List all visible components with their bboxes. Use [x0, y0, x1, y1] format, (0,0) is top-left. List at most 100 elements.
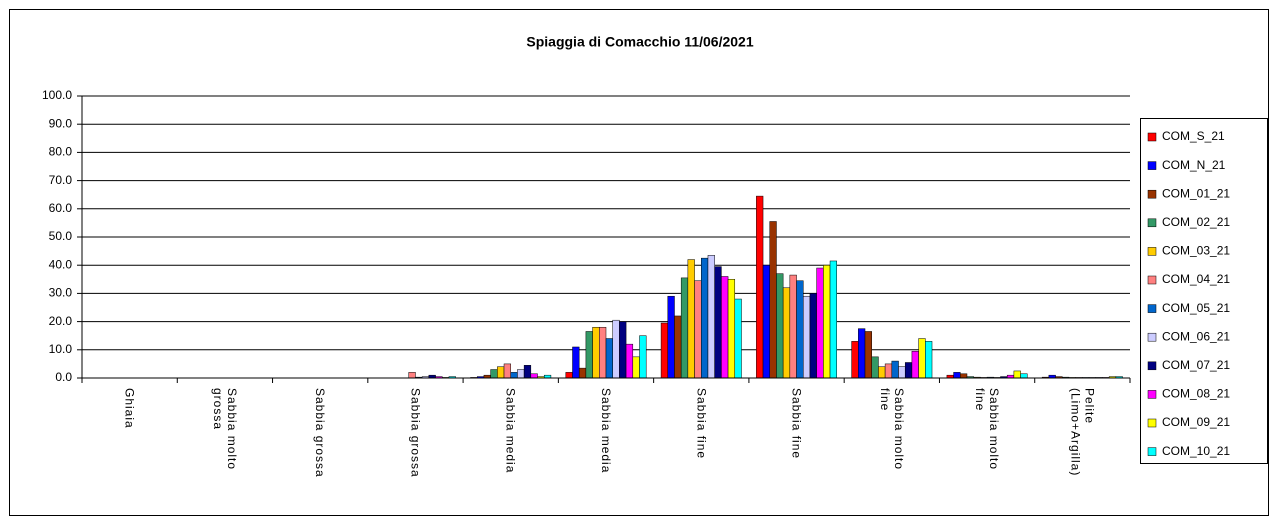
bar — [809, 293, 817, 379]
bar — [612, 319, 620, 379]
bar — [687, 259, 695, 379]
bar — [490, 369, 498, 379]
bar — [572, 346, 580, 379]
bar — [782, 287, 791, 379]
legend-swatch — [1147, 275, 1157, 285]
legend-swatch — [1147, 390, 1157, 399]
chart-title: Spiaggia di Comacchio 11/06/2021 — [526, 34, 753, 50]
y-tick-label: 80.0 — [49, 145, 73, 159]
y-tick-label: 100.0 — [42, 88, 72, 102]
bar — [625, 343, 634, 379]
x-tick-label: Sabbia molto fine — [877, 388, 906, 471]
x-tick-label: Sabbia grossa — [313, 388, 328, 478]
x-tick-label: Pelite (Limo+Argilla) — [1068, 388, 1097, 477]
bar — [884, 363, 893, 379]
y-tick-label: 90.0 — [49, 116, 73, 130]
legend-swatch — [1147, 361, 1157, 371]
bar — [497, 366, 505, 379]
bar — [864, 331, 872, 379]
bar — [802, 295, 811, 379]
x-tick-label: Sabbia fine — [694, 388, 709, 460]
y-tick-label: 10.0 — [49, 342, 73, 356]
bar — [891, 360, 899, 379]
bar — [1020, 373, 1028, 379]
bar — [925, 341, 933, 379]
bar — [898, 366, 906, 379]
x-tick-label: Sabbia media — [599, 388, 613, 474]
bar — [680, 277, 689, 379]
bar — [823, 264, 831, 379]
bar — [639, 335, 647, 379]
bar — [727, 279, 736, 379]
legend-swatch — [1147, 218, 1157, 228]
bar — [756, 195, 764, 379]
legend-swatch — [1147, 332, 1157, 342]
x-tick-label: Sabbia molto grossa — [210, 388, 239, 471]
bar — [517, 369, 525, 379]
legend-swatch — [1147, 247, 1157, 256]
legend-label: COM_05_21 — [1162, 301, 1230, 315]
legend-swatch — [1147, 418, 1157, 428]
bar — [530, 373, 538, 379]
y-tick-label: 40.0 — [49, 257, 73, 271]
bar — [578, 367, 587, 379]
y-tick-label: 70.0 — [49, 173, 73, 187]
x-tick-label: Ghiaia — [122, 388, 137, 429]
bar — [592, 326, 600, 379]
bar — [565, 372, 573, 379]
legend-box — [1140, 118, 1268, 464]
chart-border — [9, 9, 1269, 516]
x-tick-label: Sabbia fine — [789, 388, 804, 460]
bar — [510, 372, 518, 379]
legend-swatch — [1147, 189, 1157, 199]
legend-label: COM_10_21 — [1162, 444, 1230, 458]
bar — [851, 341, 859, 379]
bar — [701, 257, 709, 379]
bar — [734, 298, 742, 379]
legend-label: COM_02_21 — [1162, 215, 1230, 229]
legend-label: COM_09_21 — [1162, 415, 1230, 429]
bar — [878, 366, 886, 379]
bar — [667, 295, 675, 379]
bar — [960, 373, 968, 379]
bar — [769, 221, 777, 379]
bar — [796, 280, 804, 379]
x-tick-label: Sabbia media — [503, 388, 518, 474]
bar — [619, 321, 627, 379]
legend-swatch — [1147, 304, 1157, 313]
legend-label: COM_01_21 — [1162, 186, 1230, 200]
bar — [660, 322, 669, 379]
y-tick-label: 50.0 — [49, 229, 73, 243]
y-tick-label: 0.0 — [55, 370, 72, 384]
y-tick-label: 20.0 — [49, 314, 73, 328]
x-tick-label: Sabbia grossa — [408, 388, 423, 478]
bar — [674, 315, 682, 379]
bar — [632, 356, 640, 379]
bar — [816, 267, 824, 379]
legend-label: COM_04_21 — [1162, 272, 1230, 286]
bar — [762, 264, 770, 379]
bar — [707, 255, 715, 379]
bar — [721, 276, 729, 379]
legend-swatch — [1147, 132, 1157, 142]
x-tick-label: Sabbia molto fine — [973, 388, 1002, 471]
bar — [605, 338, 613, 379]
legend-swatch — [1147, 447, 1157, 456]
bar — [585, 331, 593, 379]
legend-label: COM_03_21 — [1162, 244, 1230, 258]
bar — [694, 280, 702, 379]
bar — [1013, 370, 1021, 379]
legend-label: COM_S_21 — [1162, 129, 1225, 143]
bar — [858, 328, 866, 379]
y-tick-label: 60.0 — [49, 201, 73, 215]
bar — [408, 372, 416, 379]
legend-label: COM_06_21 — [1162, 329, 1230, 343]
bar — [918, 338, 926, 379]
bar — [503, 363, 511, 379]
legend-swatch — [1147, 161, 1157, 170]
legend-label: COM_07_21 — [1162, 358, 1230, 372]
legend-label: COM_N_21 — [1162, 158, 1226, 172]
bar — [871, 356, 879, 379]
